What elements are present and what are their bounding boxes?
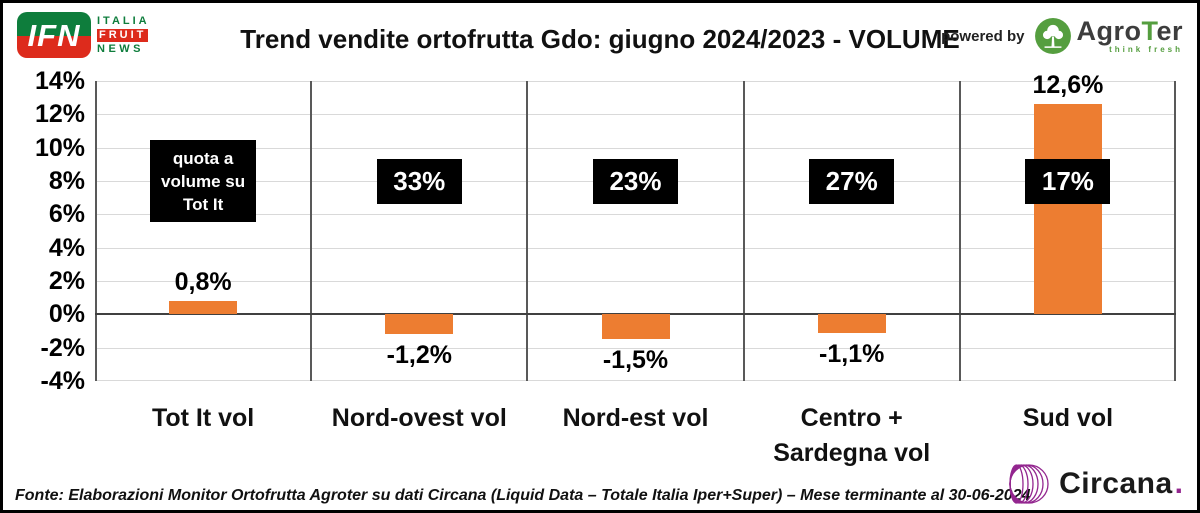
ifn-italia-label: ITALIA <box>97 14 150 27</box>
bar-value-label: 12,6% <box>1032 71 1104 100</box>
ifn-fruit-label: FRUIT <box>97 28 149 42</box>
gridline <box>95 247 1176 249</box>
quota-box: 17% <box>1025 158 1111 204</box>
quota-box: 23% <box>593 158 678 204</box>
gridline <box>95 81 1176 82</box>
quota-box-label: 23% <box>609 165 662 196</box>
agroter-tagline: think fresh <box>1109 45 1183 54</box>
panel-divider <box>526 81 529 381</box>
agroter-name: AgroTer <box>1076 18 1183 45</box>
y-tick-label: 12% <box>34 100 85 129</box>
gridline <box>95 281 1176 282</box>
quota-box-label: 33% <box>393 165 446 196</box>
panel-divider <box>958 81 961 381</box>
chart-title: Trend vendite ortofrutta Gdo: giugno 202… <box>240 24 960 54</box>
bar <box>601 314 670 340</box>
bar-value-label: -1,5% <box>602 346 669 375</box>
bar <box>385 314 454 335</box>
y-tick-label: 14% <box>34 67 85 95</box>
bar-value-label: -1,2% <box>386 341 452 370</box>
agroter-tree-icon <box>1035 18 1072 54</box>
circana-logo: Circana . <box>1007 461 1183 507</box>
y-tick-label: 10% <box>34 133 85 162</box>
plot-area: 0,8% quota a volume su Tot It -1,2% 33% -1,5… <box>95 71 1176 381</box>
ifn-logo-wordmark: ITALIA FRUIT NEWS <box>97 15 150 56</box>
quota-box-label: quota a volume su Tot It <box>161 148 246 214</box>
source-note: Fonte: Elaborazioni Monitor Ortofrutta A… <box>15 487 1031 504</box>
right-spine <box>1174 81 1176 381</box>
y-tick-label: -2% <box>40 333 85 362</box>
gridline <box>95 114 1176 116</box>
x-category-label: Sud vol <box>1022 404 1114 432</box>
bar-value-label: -1,1% <box>819 339 885 368</box>
bar <box>1033 104 1102 315</box>
circana-dot: . <box>1174 467 1183 500</box>
gridline <box>95 147 1176 149</box>
agroter-name-part1: Agro <box>1076 16 1142 46</box>
panel-divider <box>742 81 745 381</box>
y-tick-label: 0% <box>48 300 85 329</box>
gridline <box>95 214 1176 216</box>
bar-value-label: 0,8% <box>174 268 232 296</box>
x-category-label: Tot It vol <box>151 404 255 432</box>
bar <box>169 301 238 315</box>
panel-divider <box>310 81 313 381</box>
left-spine <box>95 81 97 381</box>
quota-box-label: 17% <box>1041 165 1094 196</box>
x-category-label: Nord-est vol <box>562 404 709 432</box>
y-tick-label: 6% <box>48 200 85 229</box>
x-axis-labels: Tot It vol Nord-ovest vol Nord-est vol Cent… <box>95 395 1176 471</box>
ifn-logo-mark: IFN <box>17 12 91 58</box>
circana-rings-icon <box>1009 464 1049 504</box>
gridline <box>95 380 1176 381</box>
agroter-name-part2: T <box>1141 16 1157 46</box>
agroter-name-part3: er <box>1156 16 1183 46</box>
y-tick-label: 8% <box>48 167 85 195</box>
ifn-acronym: IFN <box>27 17 81 53</box>
y-tick-label: 2% <box>48 267 85 295</box>
ifn-news-label: NEWS <box>97 42 144 55</box>
powered-by-label: powered by <box>941 27 1025 45</box>
y-tick-label: 4% <box>48 233 85 262</box>
y-tick-label: -4% <box>40 367 85 395</box>
quota-box: quota a volume su Tot It <box>150 140 257 222</box>
x-category-label: Centro + Sardegna vol <box>773 404 931 467</box>
ifn-logo: IFN ITALIA FRUIT NEWS <box>17 12 150 58</box>
agroter-wordmark: AgroTer think fresh <box>1076 18 1183 54</box>
bar <box>817 314 886 333</box>
quota-box-label: 27% <box>825 165 878 196</box>
powered-by-block: powered by AgroTer think fresh <box>941 17 1183 55</box>
circana-name: Circana <box>1059 467 1173 500</box>
quota-box: 27% <box>809 158 895 204</box>
gridline <box>95 347 1176 349</box>
quota-box: 33% <box>376 158 462 204</box>
x-category-label: Nord-ovest vol <box>331 404 507 432</box>
agroter-logo: AgroTer think fresh <box>1034 17 1183 55</box>
